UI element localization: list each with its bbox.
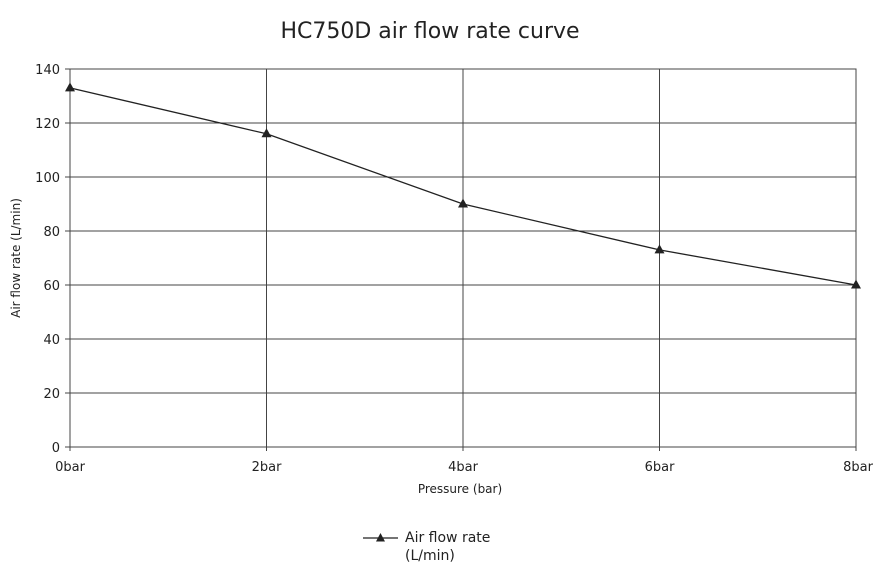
legend-label-line1: Air flow rate xyxy=(405,530,490,546)
y-tick-label: 20 xyxy=(43,387,60,402)
series xyxy=(65,82,861,289)
y-tick-label: 120 xyxy=(35,117,60,132)
y-tick-label: 80 xyxy=(43,225,60,240)
data-point-marker xyxy=(654,244,665,254)
data-point-marker xyxy=(458,198,468,208)
x-tick-label: 6bar xyxy=(645,460,675,475)
x-tick-label: 8bar xyxy=(843,460,873,475)
data-point-marker xyxy=(261,128,272,138)
x-tick-label: 0bar xyxy=(55,460,85,475)
y-axis-label: Air flow rate (L/min) xyxy=(9,198,23,318)
x-axis-ticks: 0bar 2bar 4bar 6bar 8bar xyxy=(55,447,874,475)
data-point-marker xyxy=(65,82,75,92)
y-tick-label: 60 xyxy=(43,279,60,294)
y-tick-label: 40 xyxy=(43,333,60,348)
grid xyxy=(70,69,856,447)
legend: Air flow rate (L/min) xyxy=(363,530,490,564)
x-axis-label: Pressure (bar) xyxy=(418,482,502,496)
y-axis-ticks: 0 20 40 60 80 100 120 140 xyxy=(35,63,70,456)
y-tick-label: 140 xyxy=(35,63,60,78)
x-tick-label: 2bar xyxy=(252,460,282,475)
y-tick-label: 100 xyxy=(35,171,60,186)
x-tick-label: 4bar xyxy=(448,460,478,475)
data-point-marker xyxy=(851,279,861,289)
y-tick-label: 0 xyxy=(52,441,60,456)
legend-triangle-marker xyxy=(376,533,385,542)
legend-label-line2: (L/min) xyxy=(405,548,455,564)
chart-title: HC750D air flow rate curve xyxy=(280,19,579,44)
